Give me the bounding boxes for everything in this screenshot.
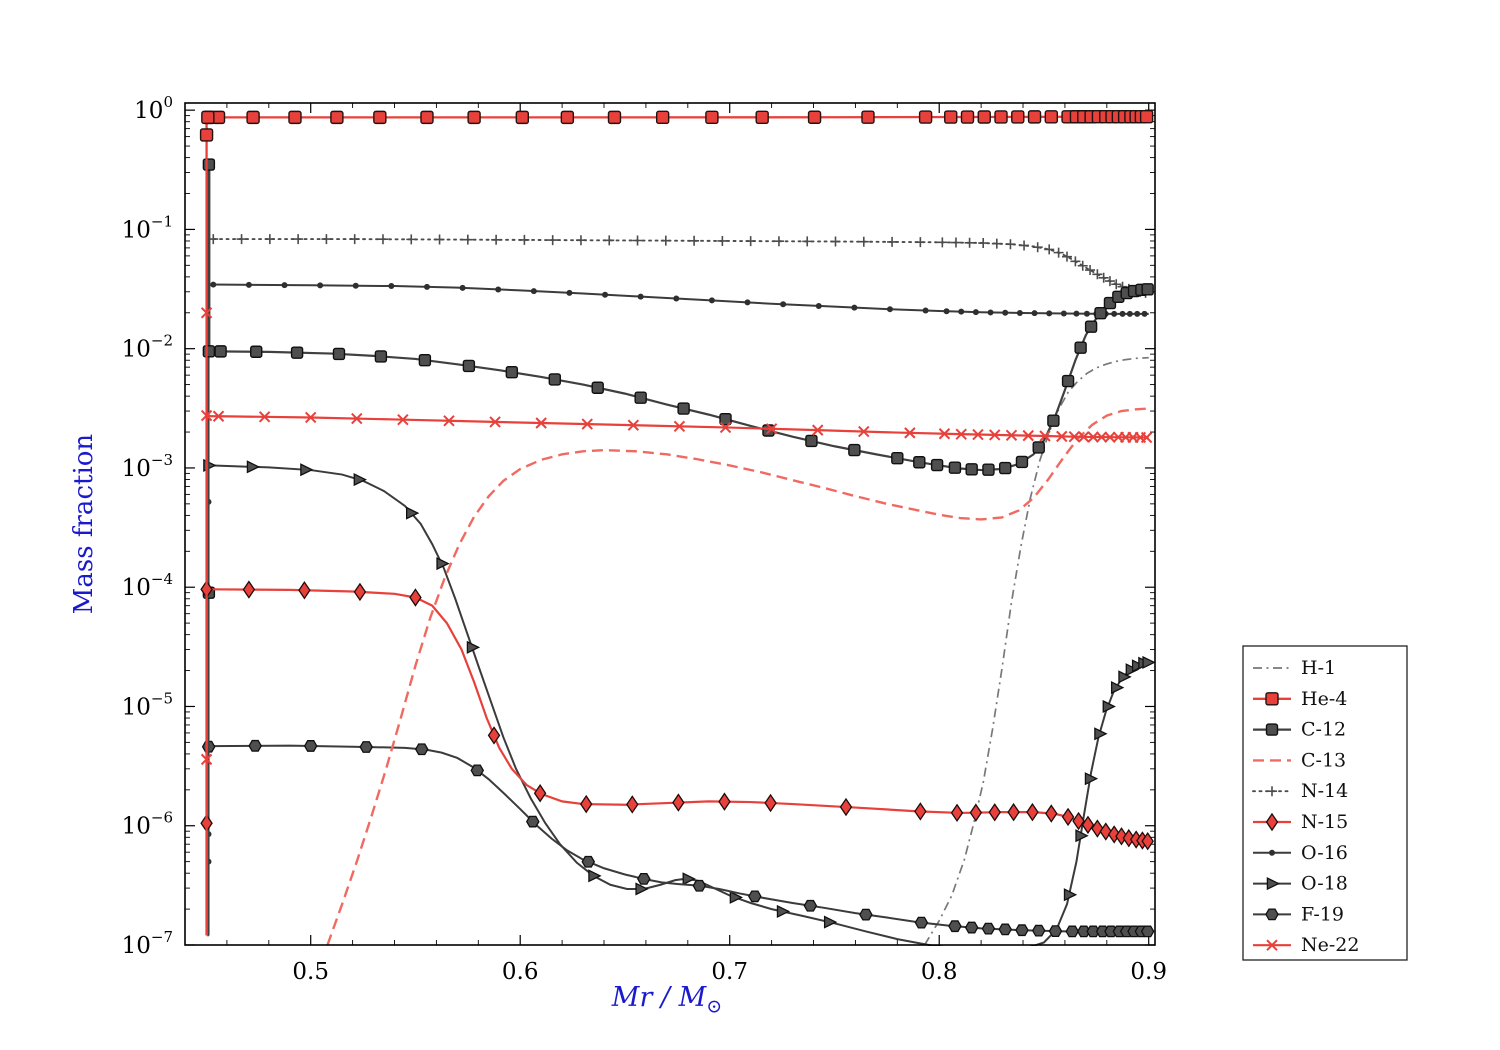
legend: H-1 He-4 C-12 C-13 N-14 N-15 O-16 O-18 F-19 Ne-22 <box>1242 645 1408 961</box>
y-axis-label: Mass fraction <box>69 433 99 615</box>
series-O-18 <box>203 458 1156 946</box>
y-tick-label: 10−3 <box>122 451 173 482</box>
x-axis-label-subscript: ⊙ <box>706 995 723 1018</box>
series-markers-N-15 <box>200 580 1154 851</box>
legend-label-F-19: F-19 <box>1301 903 1344 925</box>
legend-label-C-13: C-13 <box>1301 749 1346 771</box>
legend-item-F-19: F-19 <box>1253 903 1344 925</box>
legend-item-O-18: O-18 <box>1253 873 1348 895</box>
y-tick-label: 10−7 <box>122 928 173 959</box>
series-O-16 <box>205 281 1149 936</box>
series-markers-N-14 <box>208 234 1151 298</box>
y-tick-label: 10−1 <box>122 212 173 243</box>
x-tick-label: 0.5 <box>292 959 329 985</box>
y-tick-label: 10−4 <box>122 570 173 601</box>
series-N-14 <box>207 234 1151 937</box>
series-Ne-22 <box>200 307 1153 936</box>
series-H-1 <box>923 356 1149 946</box>
series-markers-He-4 <box>199 109 1154 142</box>
x-tick-label: 0.8 <box>921 959 958 985</box>
legend-label-He-4: He-4 <box>1301 688 1347 710</box>
legend-item-H-1: H-1 <box>1253 657 1336 679</box>
series-line-C-12 <box>207 163 1149 936</box>
series-line-Ne-22 <box>205 414 1149 936</box>
series-line-C-13 <box>326 407 1149 946</box>
y-tick-label: 10−2 <box>122 332 173 363</box>
legend-item-O-16: O-16 <box>1253 842 1348 864</box>
y-tick-label: 100 <box>134 93 173 124</box>
series-markers-F-19 <box>201 739 1155 938</box>
legend-item-He-4: He-4 <box>1253 688 1347 710</box>
legend-item-C-12: C-12 <box>1253 719 1346 741</box>
legend-item-Ne-22: Ne-22 <box>1253 934 1359 956</box>
x-axis-label-main: Mr / M <box>611 982 707 1013</box>
legend-label-N-14: N-14 <box>1301 780 1348 802</box>
legend-item-N-14: N-14 <box>1252 780 1348 802</box>
series-C-12 <box>202 158 1154 936</box>
series-line-N-14 <box>207 238 1150 937</box>
legend-label-O-16: O-16 <box>1301 842 1348 864</box>
x-axis-label: Mr / M⊙ <box>547 982 787 1017</box>
x-tick-label: 0.9 <box>1130 959 1167 985</box>
legend-item-N-15: N-15 <box>1253 811 1348 833</box>
series-line-O-16 <box>207 283 1149 936</box>
series-markers-Ne-22 <box>200 307 1153 766</box>
x-tick-labels: 0.5 0.6 0.7 0.8 0.9 <box>292 959 1167 985</box>
series-markers-C-12 <box>202 158 1154 599</box>
legend-label-N-15: N-15 <box>1301 811 1348 833</box>
series-C-13 <box>326 407 1149 946</box>
y-tick-labels: 100 10−1 10−2 10−3 10−4 10−5 10−6 10−7 <box>122 93 173 959</box>
x-tick-label: 0.6 <box>502 959 539 985</box>
legend-label-C-12: C-12 <box>1301 719 1346 741</box>
plot-border <box>184 102 1156 946</box>
series-F-19 <box>201 739 1155 938</box>
legend-item-C-13: C-13 <box>1253 749 1346 771</box>
series-group <box>199 109 1156 946</box>
series-N-15 <box>200 580 1154 936</box>
x-tick-label: 0.7 <box>711 959 748 985</box>
series-line-H-1 <box>923 356 1149 946</box>
series-markers-O-16 <box>205 281 1148 865</box>
series-He-4 <box>199 109 1154 936</box>
axis-ticks <box>185 103 1155 946</box>
legend-label-H-1: H-1 <box>1301 657 1336 679</box>
y-tick-label: 10−5 <box>122 689 173 720</box>
y-tick-label: 10−6 <box>122 809 173 840</box>
series-line-O-18 <box>207 464 1149 946</box>
series-markers-O-18 <box>203 458 1156 929</box>
series-line-F-19 <box>207 744 1149 936</box>
legend-label-O-18: O-18 <box>1301 873 1348 895</box>
legend-label-Ne-22: Ne-22 <box>1301 934 1359 956</box>
